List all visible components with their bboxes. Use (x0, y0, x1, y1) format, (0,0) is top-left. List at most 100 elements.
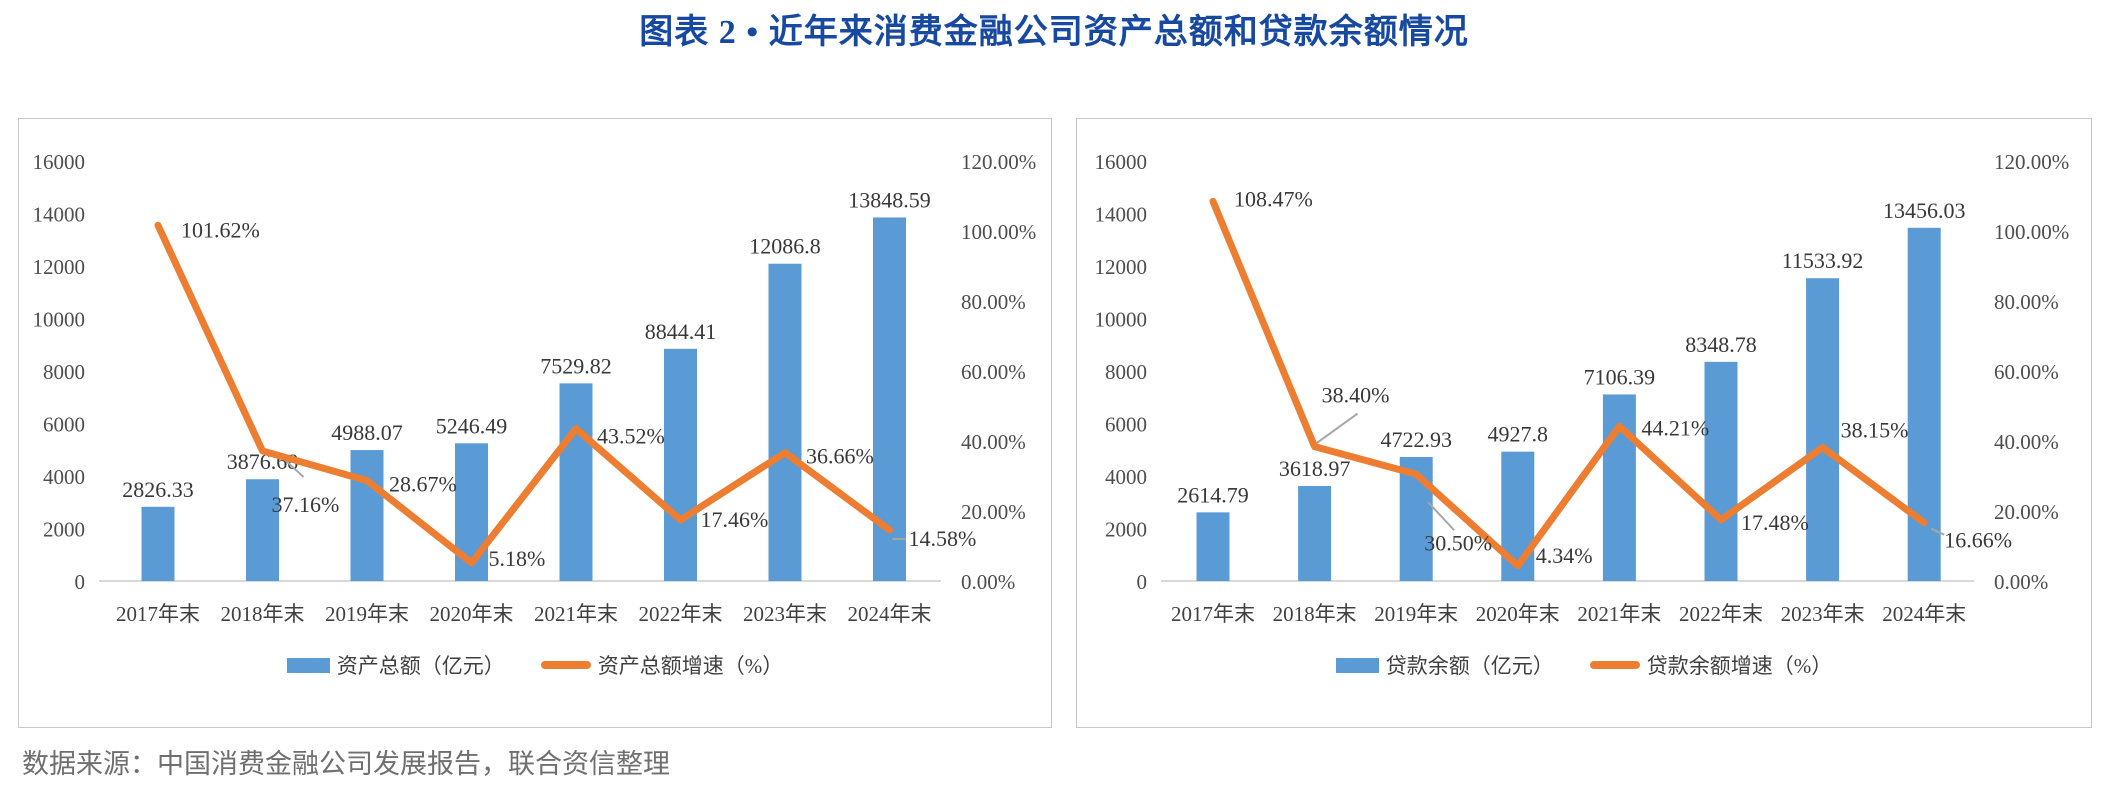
bar (1196, 512, 1230, 581)
bar-value-label: 13456.03 (1883, 198, 1966, 223)
pct-axis-tick-label: 80.00% (1994, 290, 2059, 314)
bar-legend-swatch (286, 657, 330, 673)
bar-value-label: 2826.33 (122, 477, 194, 502)
growth-rate-label: 5.18% (489, 546, 546, 571)
pct-axis-tick-label: 100.00% (961, 220, 1036, 244)
growth-line (154, 221, 893, 567)
bar-value-label: 7529.82 (540, 353, 612, 378)
growth-rate-label: 28.67% (389, 472, 457, 497)
bar (664, 348, 697, 581)
line-legend-swatch (1589, 661, 1640, 669)
chart-canvas: 0 2000 4000 6000 8000 10000 12000 14000 16000 0.0… (1095, 150, 2070, 626)
y-axis-tick-label: 14000 (33, 203, 86, 227)
growth-rate-label: 38.40% (1322, 383, 1390, 408)
growth-rate-label: 38.15% (1841, 417, 1909, 442)
x-axis-label: 2018年末 (221, 602, 305, 626)
y-axis-tick-label: 2000 (1105, 518, 1147, 542)
bar-value-label: 5246.49 (436, 413, 508, 438)
bar-value-label: 4988.07 (331, 420, 403, 445)
y-axis-tick-label: 16000 (1095, 150, 1148, 174)
y-axis-tick-label: 2000 (43, 518, 85, 542)
bar (1907, 227, 1941, 581)
label-leader-line (1930, 527, 1945, 536)
loans-line-legend-item: 贷款余额增速（%） (1589, 650, 1832, 680)
x-axis-label: 2024年末 (848, 602, 932, 626)
chart-canvas: 0 2000 4000 6000 8000 10000 12000 14000 16000 0.0… (33, 150, 1037, 626)
x-axis-label: 2023年末 (743, 602, 827, 626)
figure-title: 图表 2 • 近年来消费金融公司资产总额和贷款余额情况 (639, 14, 1469, 51)
y-axis-tick-label: 0 (1137, 570, 1148, 594)
pct-axis-tick-label: 0.00% (961, 570, 1015, 594)
growth-rate-label: 16.66% (1944, 528, 2012, 553)
bar-value-label: 3618.97 (1279, 456, 1351, 481)
y-axis-tick-label: 0 (75, 570, 86, 594)
bar-value-label: 11533.92 (1782, 248, 1864, 273)
bar (141, 506, 175, 581)
x-axis-label: 2023年末 (1781, 602, 1865, 626)
pct-axis-tick-label: 60.00% (961, 360, 1026, 384)
y-axis-tick-label: 8000 (43, 360, 85, 384)
growth-rate-label: 37.16% (272, 492, 340, 517)
bar (246, 479, 279, 581)
assets-chart-panel: 0 2000 4000 6000 8000 10000 12000 14000 16000 0.0… (18, 118, 1052, 728)
growth-rate-label: 17.46% (701, 507, 769, 532)
bar (1298, 486, 1332, 581)
bar-legend-label: 资产总额（亿元） (336, 654, 505, 678)
growth-rate-label: 4.34% (1536, 543, 1593, 568)
bar-value-label: 13848.59 (848, 187, 931, 212)
growth-rate-label: 14.58% (909, 526, 977, 551)
y-axis-tick-label: 8000 (1105, 360, 1147, 384)
bar-value-label: 2614.79 (1177, 482, 1249, 507)
assets-bar-legend-item: 资产总额（亿元） (286, 650, 505, 680)
growth-line (1209, 197, 1928, 570)
bar (1704, 361, 1738, 581)
y-axis-tick-label: 4000 (43, 465, 85, 489)
x-axis-label: 2021年末 (534, 602, 618, 626)
growth-rate-label: 43.52% (597, 424, 665, 449)
growth-rate-label: 101.62% (181, 217, 260, 242)
x-axis-label: 2020年末 (430, 602, 514, 626)
growth-rate-label: 44.21% (1641, 415, 1709, 440)
bar-value-label: 4722.93 (1380, 427, 1452, 452)
y-axis-tick-label: 12000 (33, 255, 86, 279)
bar (350, 450, 384, 581)
y-axis-tick-label: 10000 (1095, 308, 1148, 332)
y-axis-tick-label: 6000 (43, 413, 85, 437)
bar-legend-swatch (1335, 657, 1379, 673)
y-axis-tick-label: 12000 (1095, 255, 1148, 279)
assets-chart-legend: 资产总额（亿元） 资产总额增速（%） (19, 650, 1051, 680)
x-axis-label: 2019年末 (1374, 602, 1458, 626)
x-axis-label: 2017年末 (116, 602, 200, 626)
x-axis-label: 2018年末 (1273, 602, 1357, 626)
bar-value-label: 8844.41 (645, 319, 717, 344)
loans-chart: 0 2000 4000 6000 8000 10000 12000 14000 16000 0.0… (1077, 119, 2091, 727)
source-note: 数据来源：中国消费金融公司发展报告，联合资信整理 (22, 749, 670, 779)
pct-axis-tick-label: 120.00% (1994, 150, 2069, 174)
bar-legend-label: 贷款余额（亿元） (1385, 654, 1554, 678)
label-leader-line (1427, 501, 1455, 531)
bar-value-label: 12086.8 (749, 234, 821, 259)
growth-rate-label: 30.50% (1424, 530, 1492, 555)
line-legend-label: 资产总额增速（%） (597, 654, 784, 678)
y-axis-tick-label: 16000 (33, 150, 86, 174)
bar-value-label: 4927.8 (1488, 422, 1549, 447)
pct-axis-tick-label: 20.00% (1994, 500, 2059, 524)
y-axis-tick-label: 4000 (1105, 465, 1147, 489)
x-axis-label: 2017年末 (1171, 602, 1255, 626)
assets-chart: 0 2000 4000 6000 8000 10000 12000 14000 16000 0.0… (19, 119, 1051, 727)
pct-axis-tick-label: 120.00% (961, 150, 1036, 174)
x-axis-label: 2020年末 (1476, 602, 1560, 626)
bar (768, 263, 802, 581)
x-axis-label: 2019年末 (325, 602, 409, 626)
loans-chart-legend: 贷款余额（亿元） 贷款余额增速（%） (1077, 650, 2091, 680)
label-leader-line (1314, 412, 1359, 446)
y-axis-tick-label: 6000 (1105, 413, 1147, 437)
bar-value-label: 8348.78 (1685, 332, 1757, 357)
pct-axis-tick-label: 40.00% (961, 430, 1026, 454)
bar (559, 383, 593, 581)
loans-chart-panel: 0 2000 4000 6000 8000 10000 12000 14000 16000 0.0… (1076, 118, 2092, 728)
pct-axis-tick-label: 60.00% (1994, 360, 2059, 384)
x-axis-label: 2022年末 (1679, 602, 1763, 626)
pct-axis-tick-label: 100.00% (1994, 220, 2069, 244)
